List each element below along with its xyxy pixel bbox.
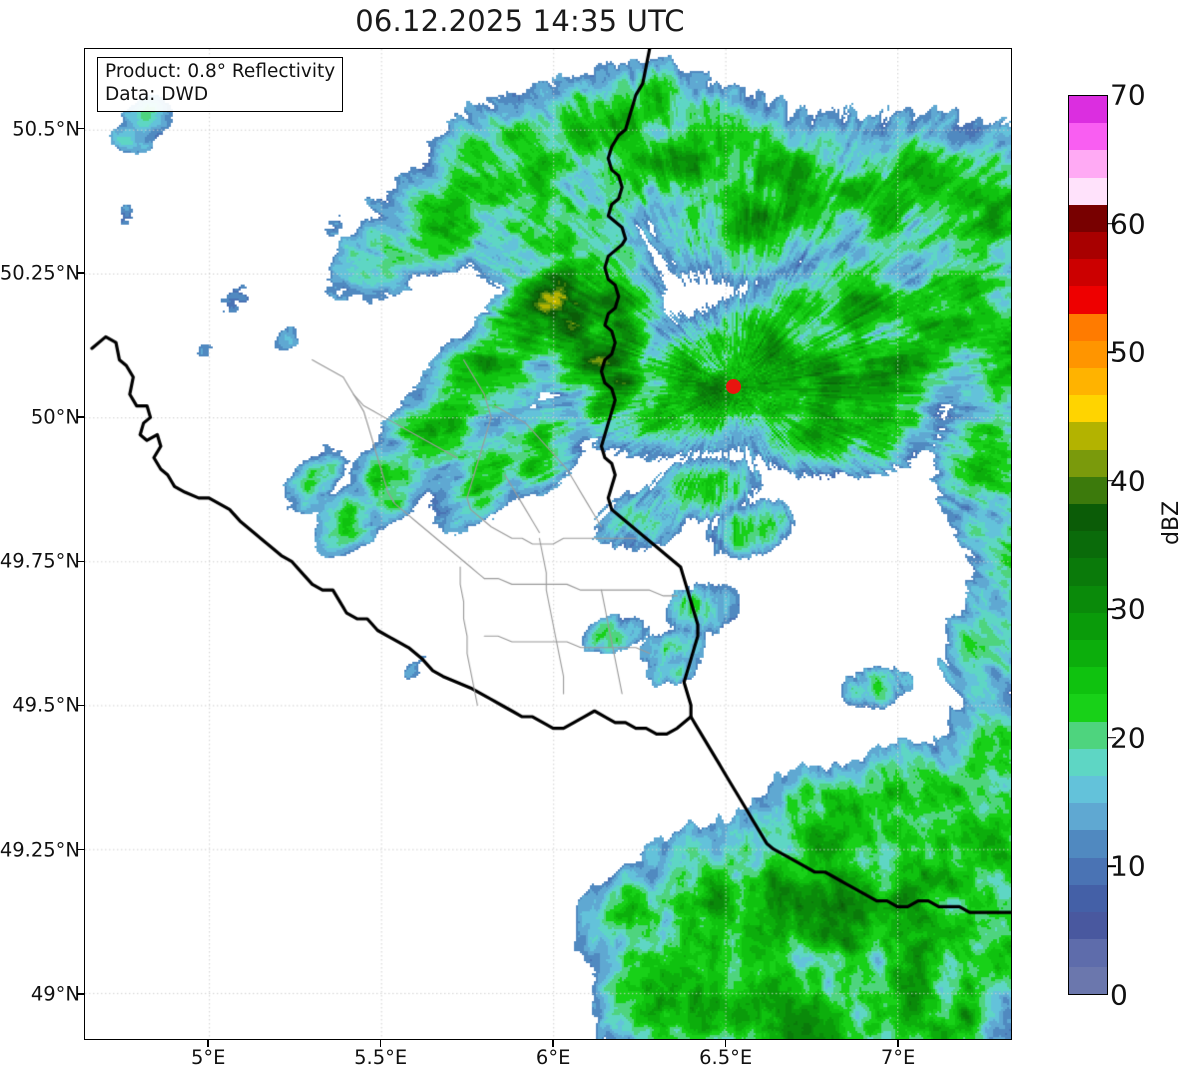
colorbar-tick-mark-4 <box>1108 479 1116 482</box>
colorbar-band-32 <box>1069 96 1107 124</box>
colorbar-band-27 <box>1069 232 1107 260</box>
colorbar-band-23 <box>1069 340 1107 369</box>
y-axis-tick-label-2: 49.5°N <box>12 693 80 717</box>
colorbar-tick-mark-1 <box>1108 865 1116 868</box>
x-axis-tick-mark-2 <box>552 1040 554 1047</box>
colorbar-band-10 <box>1069 694 1107 722</box>
colorbar-tick-label-7: 70 <box>1110 78 1146 112</box>
colorbar-tick-label-0: 0 <box>1110 978 1128 1012</box>
colorbar-band-20 <box>1069 422 1107 450</box>
y-axis-tick-mark-3 <box>77 560 84 562</box>
product-line: Product: 0.8° Reflectivity <box>105 61 336 82</box>
data-source-line: Data: DWD <box>105 84 209 106</box>
y-axis-tick-label-4: 50°N <box>30 405 80 429</box>
y-axis-tick-mark-1 <box>77 848 84 851</box>
colorbar-tick-mark-5 <box>1108 351 1116 353</box>
colorbar-band-5 <box>1069 830 1107 858</box>
colorbar-band-8 <box>1069 748 1107 777</box>
y-axis-tick-mark-5 <box>77 272 84 274</box>
colorbar-tick-mark-3 <box>1108 608 1116 611</box>
colorbar-band-15 <box>1069 558 1107 586</box>
x-axis-tick-label-1: 5.5°E <box>354 1046 408 1069</box>
colorbar-band-24 <box>1069 313 1107 341</box>
x-axis-tick-label-4: 7°E <box>880 1046 916 1069</box>
colorbar-band-26 <box>1069 259 1107 287</box>
y-axis-tick-mark-6 <box>77 128 84 130</box>
y-axis-tick-mark-2 <box>77 704 84 707</box>
x-axis-tick-mark-1 <box>379 1040 382 1047</box>
colorbar-band-30 <box>1069 150 1107 178</box>
colorbar-tick-mark-2 <box>1108 737 1116 739</box>
colorbar-band-19 <box>1069 449 1107 477</box>
x-axis-tick-label-0: 5°E <box>190 1046 226 1069</box>
page-title: 06.12.2025 14:35 UTC <box>355 4 685 38</box>
x-axis-tick-label-3: 6.5°E <box>699 1046 753 1069</box>
colorbar-tick-mark-6 <box>1108 222 1116 225</box>
y-axis-tick-mark-0 <box>77 993 84 995</box>
colorbar-band-22 <box>1069 368 1107 396</box>
colorbar-band-18 <box>1069 476 1107 505</box>
colorbar-band-2 <box>1069 912 1107 940</box>
radar-site-marker[interactable] <box>726 378 742 394</box>
colorbar-band-29 <box>1069 177 1107 205</box>
colorbar-band-3 <box>1069 884 1107 913</box>
colorbar-band-14 <box>1069 585 1107 613</box>
country-border-layer <box>85 49 1011 1039</box>
colorbar-band-9 <box>1069 721 1107 749</box>
colorbar-band-31 <box>1069 123 1107 151</box>
y-axis-tick-mark-4 <box>77 416 84 418</box>
colorbar-band-13 <box>1069 612 1107 641</box>
colorbar-band-21 <box>1069 395 1107 423</box>
colorbar-band-6 <box>1069 803 1107 831</box>
colorbar-band-1 <box>1069 939 1107 967</box>
colorbar-band-11 <box>1069 667 1107 695</box>
colorbar-band-0 <box>1069 966 1107 994</box>
radar-map-plot[interactable] <box>84 48 1012 1040</box>
x-axis-tick-mark-3 <box>724 1040 727 1047</box>
product-info-box: Product: 0.8° Reflectivity Data: DWD <box>97 57 344 112</box>
colorbar-band-25 <box>1069 286 1107 314</box>
colorbar-band-4 <box>1069 857 1107 885</box>
x-axis-tick-label-2: 6°E <box>535 1046 571 1069</box>
colorbar-band-12 <box>1069 640 1107 668</box>
colorbar[interactable] <box>1068 95 1108 995</box>
x-axis-tick-mark-4 <box>897 1040 899 1047</box>
y-axis-tick-label-1: 49.25°N <box>0 838 80 862</box>
colorbar-band-28 <box>1069 204 1107 233</box>
y-axis-tick-label-6: 50.5°N <box>12 117 80 141</box>
y-axis-tick-label-0: 49°N <box>30 982 80 1006</box>
x-axis-tick-mark-0 <box>207 1040 209 1047</box>
y-axis-tick-label-3: 49.75°N <box>0 549 80 573</box>
colorbar-band-17 <box>1069 504 1107 532</box>
y-axis-tick-label-5: 50.25°N <box>0 261 80 285</box>
colorbar-axis-label: dBZ <box>1159 500 1184 545</box>
colorbar-band-7 <box>1069 776 1107 804</box>
colorbar-band-16 <box>1069 531 1107 559</box>
